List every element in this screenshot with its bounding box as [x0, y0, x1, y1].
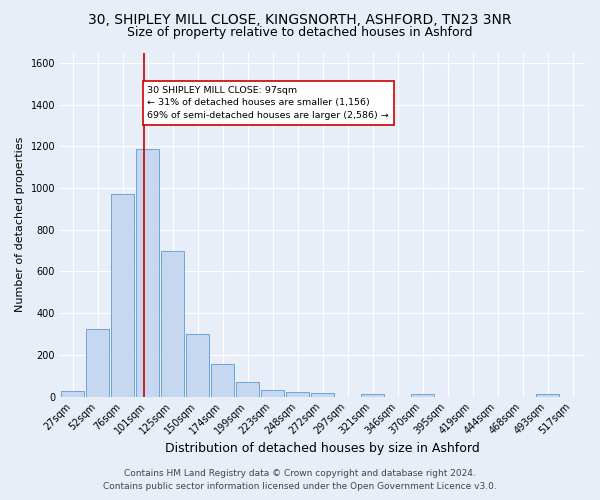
Bar: [260, 390, 284, 396]
Y-axis label: Number of detached properties: Number of detached properties: [15, 137, 25, 312]
Bar: [236, 382, 259, 396]
Bar: [286, 392, 310, 396]
Bar: [361, 394, 385, 396]
Text: 30 SHIPLEY MILL CLOSE: 97sqm
← 31% of detached houses are smaller (1,156)
69% of: 30 SHIPLEY MILL CLOSE: 97sqm ← 31% of de…: [147, 86, 389, 120]
Bar: [86, 329, 109, 396]
Bar: [311, 394, 334, 396]
Bar: [161, 250, 184, 396]
Bar: [136, 150, 160, 396]
Bar: [410, 394, 434, 396]
Text: Size of property relative to detached houses in Ashford: Size of property relative to detached ho…: [127, 26, 473, 39]
Bar: [61, 390, 85, 396]
Bar: [536, 394, 559, 396]
Bar: [211, 364, 235, 396]
X-axis label: Distribution of detached houses by size in Ashford: Distribution of detached houses by size …: [165, 442, 480, 455]
Text: Contains HM Land Registry data © Crown copyright and database right 2024.
Contai: Contains HM Land Registry data © Crown c…: [103, 469, 497, 491]
Bar: [110, 194, 134, 396]
Bar: [185, 334, 209, 396]
Text: 30, SHIPLEY MILL CLOSE, KINGSNORTH, ASHFORD, TN23 3NR: 30, SHIPLEY MILL CLOSE, KINGSNORTH, ASHF…: [88, 12, 512, 26]
